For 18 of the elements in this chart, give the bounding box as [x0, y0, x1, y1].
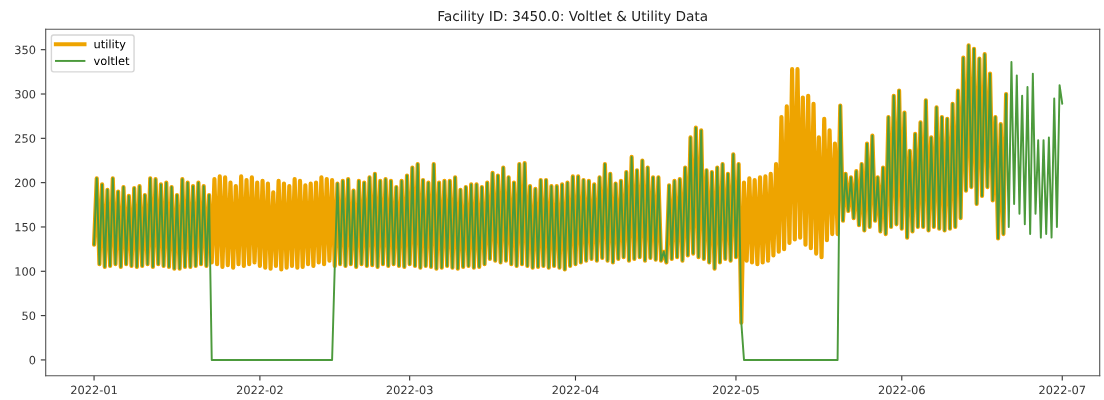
chart-title: Facility ID: 3450.0: Voltlet & Utility Data [438, 10, 707, 24]
y-tick-label: 150 [15, 222, 36, 232]
x-tick-label: 2022-05 [713, 385, 759, 395]
y-tick-label: 250 [15, 134, 36, 143]
y-tick-label: 100 [15, 267, 36, 276]
x-tick-label: 2022-02 [236, 385, 283, 395]
legend-label: voltlet [93, 56, 130, 66]
x-tick-label: 2022-03 [386, 385, 433, 395]
y-tick-label: 50 [22, 311, 36, 321]
y-tick-label: 300 [15, 89, 36, 99]
x-tick-label: 2022-01 [71, 385, 117, 395]
y-tick-label: 200 [15, 178, 36, 188]
legend-label: utility [94, 39, 126, 51]
x-tick-label: 2022-06 [878, 385, 925, 395]
x-tick-label: 2022-04 [552, 385, 599, 395]
x-tick-label: 2022-07 [1039, 385, 1086, 395]
y-tick-label: 0 [29, 355, 36, 365]
y-tick-label: 350 [15, 45, 36, 55]
